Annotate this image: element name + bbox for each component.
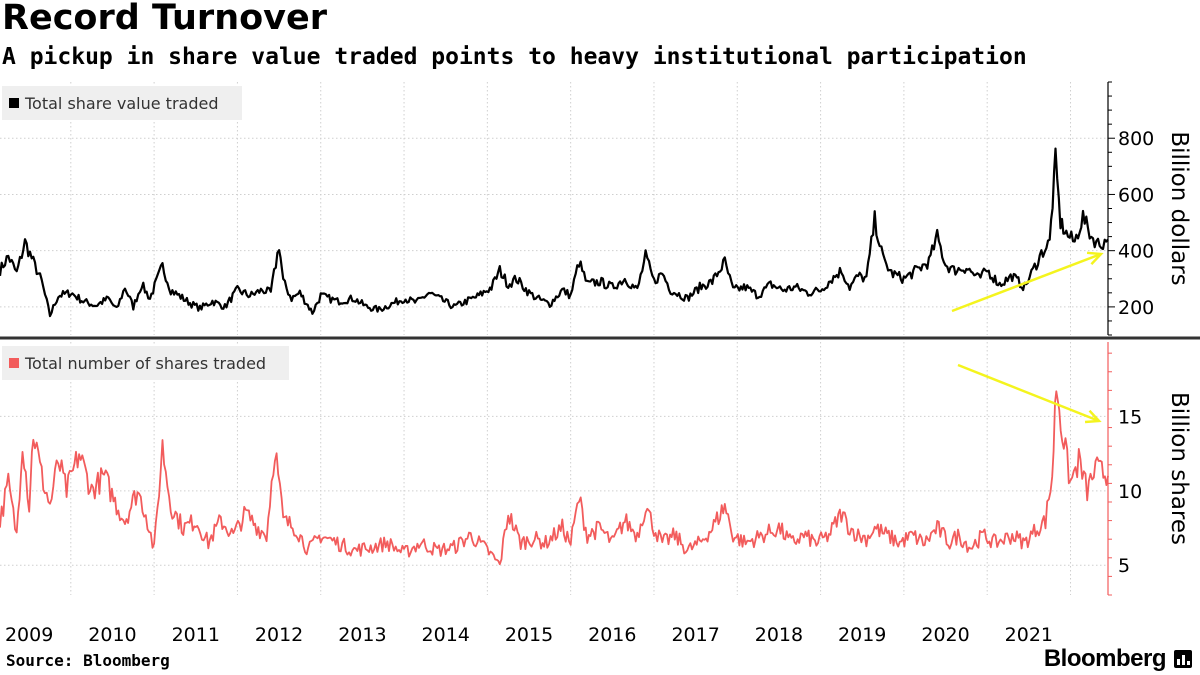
arrow-head [1086,251,1104,266]
legend-swatch [9,98,19,108]
legend-box [2,86,242,120]
legend: Total number of shares traded [2,346,289,380]
x-tick-label: 2021 [1005,624,1053,646]
arrow-shaft [957,363,1100,423]
x-tick-label: 2010 [88,624,136,646]
x-tick-label: 2020 [921,624,969,646]
y-axis-title: Billion shares [1166,392,1192,545]
series-line-shares [0,390,1109,566]
x-tick-label: 2016 [588,624,636,646]
x-tick-label: 2012 [255,624,303,646]
x-tick-label: 2014 [422,624,470,646]
trend-arrow-down [957,363,1102,424]
y-tick-label: 5 [1118,555,1130,577]
chart-subtitle: A pickup in share value traded points to… [2,44,1027,70]
bloomberg-badge-icon [1174,650,1192,668]
source-note: Source: Bloomberg [6,651,170,670]
y-axis-title: Billion dollars [1166,131,1192,285]
bottom-panel: 5 10 15 Billion shares Total number of share… [0,342,1192,596]
legend-label: Total share value traded [24,94,219,113]
x-tick-label: 2018 [755,624,803,646]
x-tick-label: 2015 [505,624,553,646]
y-tick-label: 800 [1118,128,1154,150]
x-tick-label: 2013 [338,624,386,646]
arrow-shaft [951,252,1102,313]
legend-swatch [9,358,19,368]
x-tick-label: 2009 [5,624,53,646]
y-tick-label: 600 [1118,184,1154,206]
x-tick-label: 2011 [172,624,220,646]
legend-box [2,346,289,380]
chart-title: Record Turnover [2,0,327,38]
bloomberg-logo: Bloomberg [1043,645,1167,672]
arrow-head [1084,409,1102,424]
y-tick-label: 15 [1118,406,1142,428]
top-panel: 200 400 600 800 Billion dollars Total share v… [0,81,1192,336]
legend: Total share value traded [2,86,242,120]
x-axis: 2009 2010 2011 2012 2013 2014 2015 2016 2017 2018… [5,624,1053,646]
trend-arrow-up [951,251,1104,313]
y-tick-label: 10 [1118,481,1142,503]
x-tick-label: 2019 [838,624,886,646]
y-tick-label: 400 [1118,241,1154,263]
series-line-value [0,147,1109,318]
y-tick-label: 200 [1118,297,1154,319]
legend-label: Total number of shares traded [24,354,266,373]
x-tick-label: 2017 [671,624,719,646]
